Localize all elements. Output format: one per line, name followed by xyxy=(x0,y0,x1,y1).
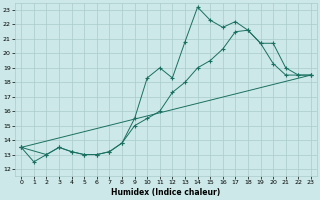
X-axis label: Humidex (Indice chaleur): Humidex (Indice chaleur) xyxy=(111,188,221,197)
